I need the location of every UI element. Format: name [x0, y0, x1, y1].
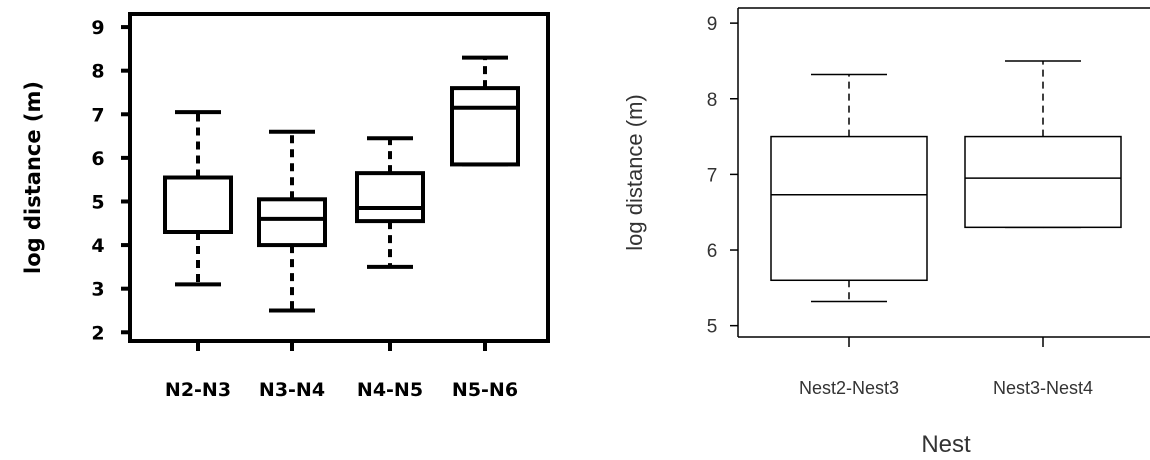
iqr-box [964, 135, 1122, 229]
iqr-box [770, 135, 928, 282]
y-tick-label: 4 [91, 235, 104, 257]
y-tick-label: 8 [707, 90, 718, 111]
iqr-box [163, 175, 233, 234]
x-tick-label: N2-N3 [165, 379, 231, 401]
iqr-box [450, 86, 520, 167]
y-axis-label: log distance (m) [622, 94, 647, 251]
plot-frame [128, 12, 550, 343]
y-tick-label: 6 [91, 148, 104, 170]
y-tick-label: 7 [91, 104, 104, 126]
x-axis-label: Nest [921, 431, 971, 458]
x-tick-label: N3-N4 [259, 379, 325, 401]
y-tick-label: 9 [707, 14, 718, 35]
y-tick-label: 6 [707, 241, 718, 262]
y-tick-label: 2 [91, 322, 104, 344]
iqr-box [355, 171, 425, 224]
y-tick-label: 3 [91, 279, 104, 301]
x-tick-label: N5-N6 [452, 379, 518, 401]
y-tick-label: 9 [91, 17, 104, 39]
iqr-box [257, 197, 327, 248]
y-tick-label: 5 [707, 317, 718, 338]
x-tick-label: N4-N5 [357, 379, 423, 401]
y-axis-label: log distance (m) [21, 81, 45, 274]
x-tick-label: Nest2-Nest3 [799, 378, 899, 398]
right-box-plot: 5 6 7 8 9 log distance (m) Nest Nest2-Nest3 Nest… [622, 7, 1150, 458]
x-tick-label: Nest3-Nest4 [993, 378, 1093, 398]
y-tick-label: 8 [91, 61, 104, 83]
left-box-plot: 2 3 4 5 6 7 8 9 log distance (m) N2-N3 N3-N4 N4-N5 N… [21, 12, 550, 401]
y-tick-label: 5 [91, 191, 104, 213]
y-tick-label: 7 [707, 165, 718, 186]
